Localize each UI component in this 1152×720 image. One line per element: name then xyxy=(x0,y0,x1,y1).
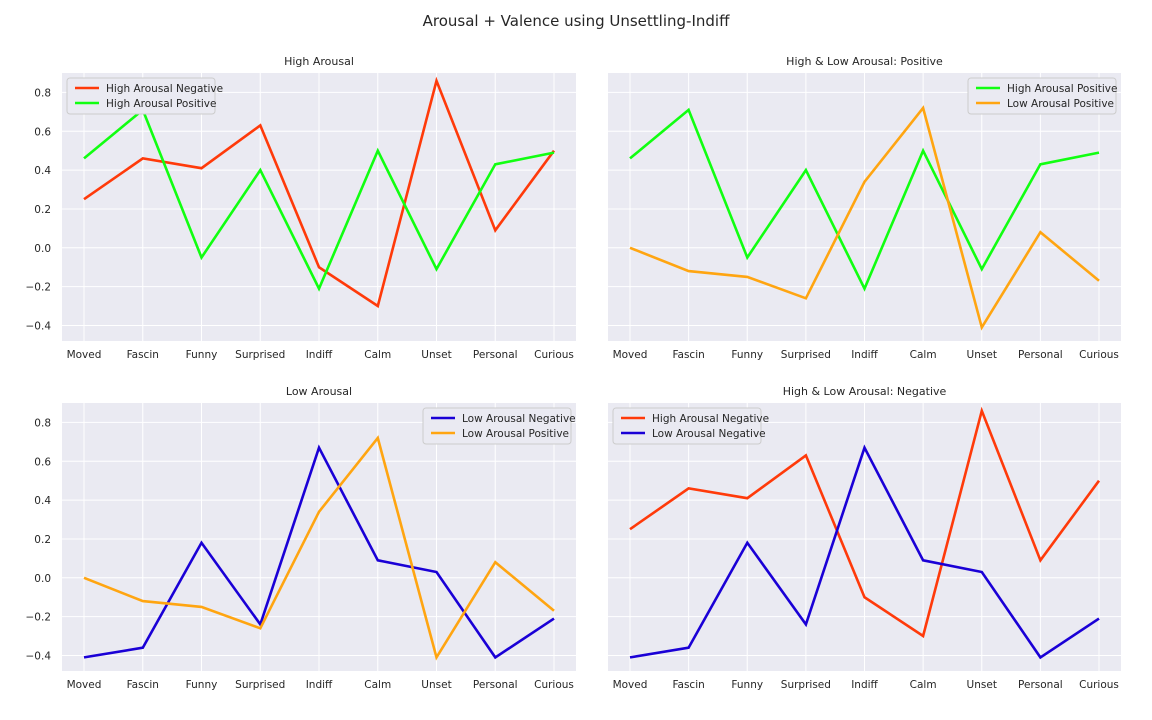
y-tick-label: −0.2 xyxy=(26,612,52,624)
legend-box xyxy=(422,407,572,445)
x-tick-label: Funny xyxy=(186,349,218,361)
legend-label: Low Arousal Negative xyxy=(462,413,576,425)
x-tick-label: Surprised xyxy=(781,349,831,361)
x-tick-label: Unset xyxy=(967,349,997,361)
x-tick-label: Moved xyxy=(67,679,102,691)
series-line-low-arousal-negative xyxy=(629,444,1100,660)
series-line-high-arousal-positive xyxy=(629,107,1100,292)
y-tick-label: 0.6 xyxy=(34,126,51,138)
x-tick-label: Calm xyxy=(910,349,937,361)
panel-4: High & Low Arousal: Negative Moved Fascin F… xyxy=(608,385,1121,691)
legend-label: Low Arousal Positive xyxy=(462,428,569,440)
x-tick-label: Fascin xyxy=(127,679,159,691)
x-tick-label: Fascin xyxy=(672,679,704,691)
y-tick-label: −0.4 xyxy=(26,650,52,662)
legend-label: High Arousal Negative xyxy=(652,413,769,425)
x-tick-label: Moved xyxy=(613,349,648,361)
panel-title: Low Arousal xyxy=(286,385,352,398)
legend-label: High Arousal Positive xyxy=(1007,83,1117,95)
series-line-high-arousal-negative xyxy=(629,406,1101,639)
x-tick-label: Moved xyxy=(613,679,648,691)
panel-3: Low Arousal Moved Fascin Funny Surprised Indi… xyxy=(26,385,576,691)
legend-label: Low Arousal Negative xyxy=(652,428,766,440)
x-tick-label: Curious xyxy=(1079,349,1119,361)
x-tick-label: Indiff xyxy=(851,679,878,691)
legend-label: High Arousal Positive xyxy=(106,98,216,110)
y-tick-label: 0.4 xyxy=(34,165,51,177)
x-tick-label: Personal xyxy=(1018,679,1063,691)
y-tick-label: 0.4 xyxy=(34,495,51,507)
x-tick-label: Moved xyxy=(67,349,102,361)
legend: High Arousal Negative Low Arousal Negativ… xyxy=(612,407,769,445)
x-tick-label: Calm xyxy=(364,679,391,691)
y-tick-label: 0.0 xyxy=(34,573,51,585)
x-tick-label: Funny xyxy=(731,679,763,691)
x-tick-label: Unset xyxy=(421,349,451,361)
panel-title: High & Low Arousal: Negative xyxy=(783,385,947,398)
x-tick-label: Unset xyxy=(421,679,451,691)
y-tick-label: 0.0 xyxy=(34,243,51,255)
y-tick-label: 0.2 xyxy=(34,204,51,216)
y-tick-label: 0.8 xyxy=(34,417,51,429)
x-tick-label: Funny xyxy=(186,679,218,691)
x-tick-label: Personal xyxy=(473,349,518,361)
panel-title: High & Low Arousal: Positive xyxy=(786,55,943,68)
series-line-high-arousal-positive xyxy=(83,107,555,292)
x-tick-label: Personal xyxy=(1018,349,1063,361)
legend: High Arousal Positive Low Arousal Positiv… xyxy=(967,77,1117,115)
y-tick-label: 0.6 xyxy=(34,456,51,468)
y-tick-label: −0.2 xyxy=(26,282,52,294)
panels: High Arousal Moved Fascin Funny Surprised Ind… xyxy=(26,55,1121,691)
x-tick-label: Calm xyxy=(910,679,937,691)
x-tick-label: Curious xyxy=(534,349,574,361)
legend-box xyxy=(66,77,216,115)
figure-suptitle: Arousal + Valence using Unsettling-Indif… xyxy=(423,12,730,30)
series-line-low-arousal-positive xyxy=(83,435,555,661)
panel-2: High & Low Arousal: Positive Moved Fascin F… xyxy=(608,55,1121,361)
legend-box xyxy=(612,407,762,445)
x-tick-label: Calm xyxy=(364,349,391,361)
x-tick-label: Surprised xyxy=(781,679,831,691)
legend-label: Low Arousal Positive xyxy=(1007,98,1114,110)
x-tick-label: Indiff xyxy=(306,349,333,361)
x-tick-label: Personal xyxy=(473,679,518,691)
y-tick-label: 0.8 xyxy=(34,87,51,99)
series-line-low-arousal-positive xyxy=(629,105,1100,331)
legend: Low Arousal Negative Low Arousal Positive xyxy=(422,407,576,445)
x-tick-label: Curious xyxy=(534,679,574,691)
x-tick-label: Fascin xyxy=(672,349,704,361)
x-tick-label: Funny xyxy=(731,349,763,361)
x-tick-label: Indiff xyxy=(851,349,878,361)
x-tick-label: Curious xyxy=(1079,679,1119,691)
x-tick-label: Fascin xyxy=(127,349,159,361)
x-tick-label: Unset xyxy=(967,679,997,691)
y-tick-label: 0.2 xyxy=(34,534,51,546)
legend-box xyxy=(967,77,1117,115)
series-line-low-arousal-negative xyxy=(83,444,555,660)
y-tick-label: −0.4 xyxy=(26,320,52,332)
panel-1: High Arousal Moved Fascin Funny Surprised Ind… xyxy=(26,55,576,361)
legend: High Arousal Negative High Arousal Positi… xyxy=(66,77,223,115)
x-tick-label: Surprised xyxy=(235,349,285,361)
legend-label: High Arousal Negative xyxy=(106,83,223,95)
x-tick-label: Indiff xyxy=(306,679,333,691)
panel-title: High Arousal xyxy=(284,55,354,68)
x-tick-label: Surprised xyxy=(235,679,285,691)
